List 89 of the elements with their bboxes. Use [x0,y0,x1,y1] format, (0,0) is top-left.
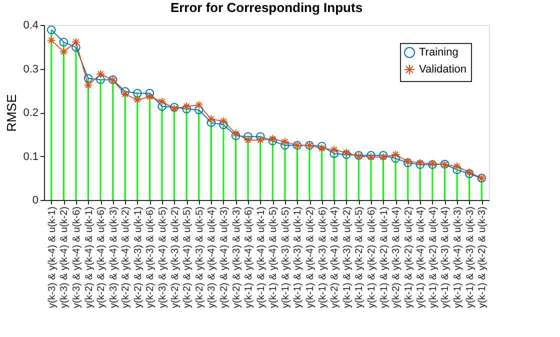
point [158,97,166,106]
x-tick-label: y(k-1) & y(k-3) & u(k-6) [317,206,328,308]
point [280,140,290,150]
point [219,116,228,126]
x-tick-label: y(k-3) & y(k-4) & u(k-5) [158,206,169,308]
y-tick-label: 0.2 [23,107,38,119]
x-tick-label: y(k-1) & y(k-4) & u(k-3) [452,206,464,308]
x-tick-label: y(k-3) & y(k-4) & u(k-1) [46,206,58,308]
x-tick-label: y(k-3) & y(k-4) & u(k-3) [108,206,120,308]
point [133,88,142,98]
point [231,129,240,138]
point [256,136,265,144]
x-tick-label: y(k-1) & y(k-2) & u(k-5) [354,206,366,308]
point [59,47,68,56]
point [47,25,56,34]
x-tick-label: y(k-1) & y(k-3) & u(k-1) [292,206,304,308]
point [59,38,68,46]
point [96,75,105,84]
point [47,36,56,45]
x-tick-label: y(k-1) & y(k-4) & u(k-5) [268,206,280,308]
point [268,134,278,144]
point [231,131,240,140]
x-tick-label: y(k-2) & y(k-3) & u(k-1) [132,206,144,308]
point [84,74,93,83]
point [206,118,216,127]
x-tick-label: y(k-3) & y(k-4) & u(k-4) [206,206,218,308]
x-tick-label: y(k-2) & y(k-4) & u(k-3) [218,206,230,308]
x-tick-label: y(k-1) & y(k-2) & u(k-2) [403,206,414,308]
point [452,162,462,171]
point [330,145,338,154]
y-axis-title: RMSE [4,94,20,132]
x-tick-label: y(k-1) & y(k-2) & u(k-1) [378,206,390,308]
x-tick-label: y(k-2) & y(k-3) & u(k-2) [170,206,181,308]
point [120,90,130,98]
point [84,81,93,90]
x-tick-label: y(k-2) & y(k-3) & u(k-3) [231,206,242,308]
point [268,136,278,146]
x-tick-label: y(k-1) & y(k-2) & u(k-4) [428,206,439,308]
point [72,42,80,52]
x-tick-label: y(k-1) & y(k-4) & u(k-1) [256,206,267,308]
x-tick-label: y(k-1) & y(k-3) & u(k-2) [342,206,353,308]
point [391,150,400,159]
x-tick-label: y(k-2) & y(k-3) & u(k-4) [391,206,402,308]
point [317,142,326,151]
point [244,132,252,141]
point [72,38,80,46]
y-tick-label: 0.3 [23,63,38,76]
x-tick-label: y(k-1) & y(k-4) & u(k-4) [416,206,427,308]
point [182,104,191,114]
point [391,154,400,163]
point [206,114,216,124]
x-tick-label: y(k-3) & y(k-4) & u(k-6) [71,206,82,308]
point [120,87,130,96]
point [182,102,191,111]
chart-title: Error for Corresponding Inputs [170,0,363,15]
point [96,70,105,78]
x-tick-label: y(k-1) & y(k-4) & u(k-6) [244,206,255,308]
x-tick-label: y(k-2) & y(k-4) & u(k-2) [120,206,132,308]
x-tick-label: y(k-2) & y(k-4) & u(k-5) [182,206,194,308]
x-tick-label: y(k-3) & y(k-4) & u(k-2) [59,206,70,308]
x-tick-label: y(k-2) & y(k-3) & u(k-6) [145,206,156,308]
point [317,144,326,153]
x-tick-label: y(k-1) & y(k-3) & u(k-4) [440,206,452,308]
x-tick-label: y(k-1) & y(k-2) & u(k-6) [366,206,378,308]
x-tick-label: y(k-1) & y(k-3) & u(k-3) [464,206,476,308]
point [280,137,290,146]
point [244,136,252,144]
point [145,92,154,102]
x-tick-label: y(k-1) & y(k-2) & u(k-3) [477,206,488,308]
legend-label: Training [419,46,458,58]
x-tick-label: y(k-2) & y(k-3) & u(k-5) [194,206,206,308]
point [256,132,265,141]
point [194,106,204,114]
point [133,95,142,104]
point [219,120,228,130]
y-tick-label: 0.1 [23,150,38,163]
y-tick-label: 0 [32,194,38,206]
point [452,165,462,174]
legend-label: Validation [419,64,466,76]
x-tick-label: y(k-1) & y(k-4) & u(k-2) [305,206,316,308]
point [194,100,204,110]
x-tick-label: y(k-2) & y(k-4) & u(k-1) [84,206,95,308]
x-tick-label: y(k-1) & y(k-3) & u(k-5) [280,206,292,308]
point [158,102,166,111]
x-tick-label: y(k-2) & y(k-4) & u(k-4) [330,206,341,308]
point [330,149,338,158]
point [145,88,154,98]
x-tick-label: y(k-2) & y(k-4) & u(k-6) [96,206,108,308]
y-tick-label: 0.4 [23,20,38,32]
